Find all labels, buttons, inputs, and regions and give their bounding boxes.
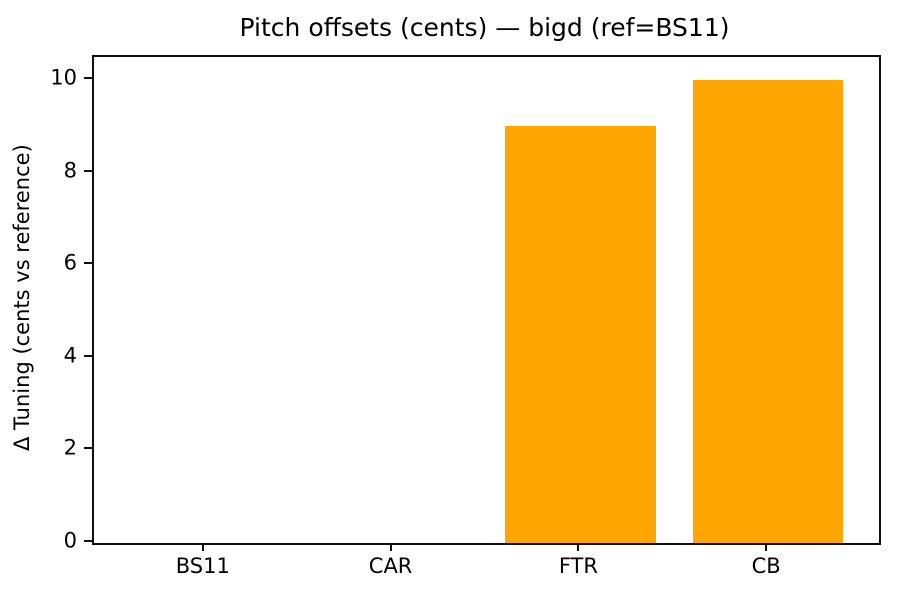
y-tick-label: 0 <box>63 528 77 553</box>
y-tick-label: 10 <box>50 65 77 90</box>
x-tick-mark <box>201 543 204 551</box>
x-tick-label: CB <box>751 554 781 578</box>
y-tick-mark <box>84 77 92 80</box>
chart-title: Pitch offsets (cents) — bigd (ref=BS11) <box>239 13 730 42</box>
y-tick-mark <box>84 169 92 172</box>
y-tick-mark <box>84 354 92 357</box>
plot-area <box>92 55 881 545</box>
bar-CB <box>693 80 844 543</box>
y-tick-mark <box>84 540 92 542</box>
y-tick-label: 6 <box>63 250 77 275</box>
y-axis-label: Δ Tuning (cents vs reference) <box>10 144 34 452</box>
y-tick-label: 2 <box>63 435 77 460</box>
x-tick-label: BS11 <box>175 554 230 578</box>
x-tick-mark <box>389 543 392 551</box>
y-tick-label: 8 <box>63 158 77 183</box>
x-tick-mark <box>577 543 580 551</box>
y-tick-label: 4 <box>63 343 77 368</box>
x-tick-mark <box>765 543 768 551</box>
x-tick-label: CAR <box>368 554 413 578</box>
bar-FTR <box>505 126 656 543</box>
x-tick-label: FTR <box>558 554 598 578</box>
y-tick-mark <box>84 447 92 450</box>
y-tick-mark <box>84 262 92 265</box>
